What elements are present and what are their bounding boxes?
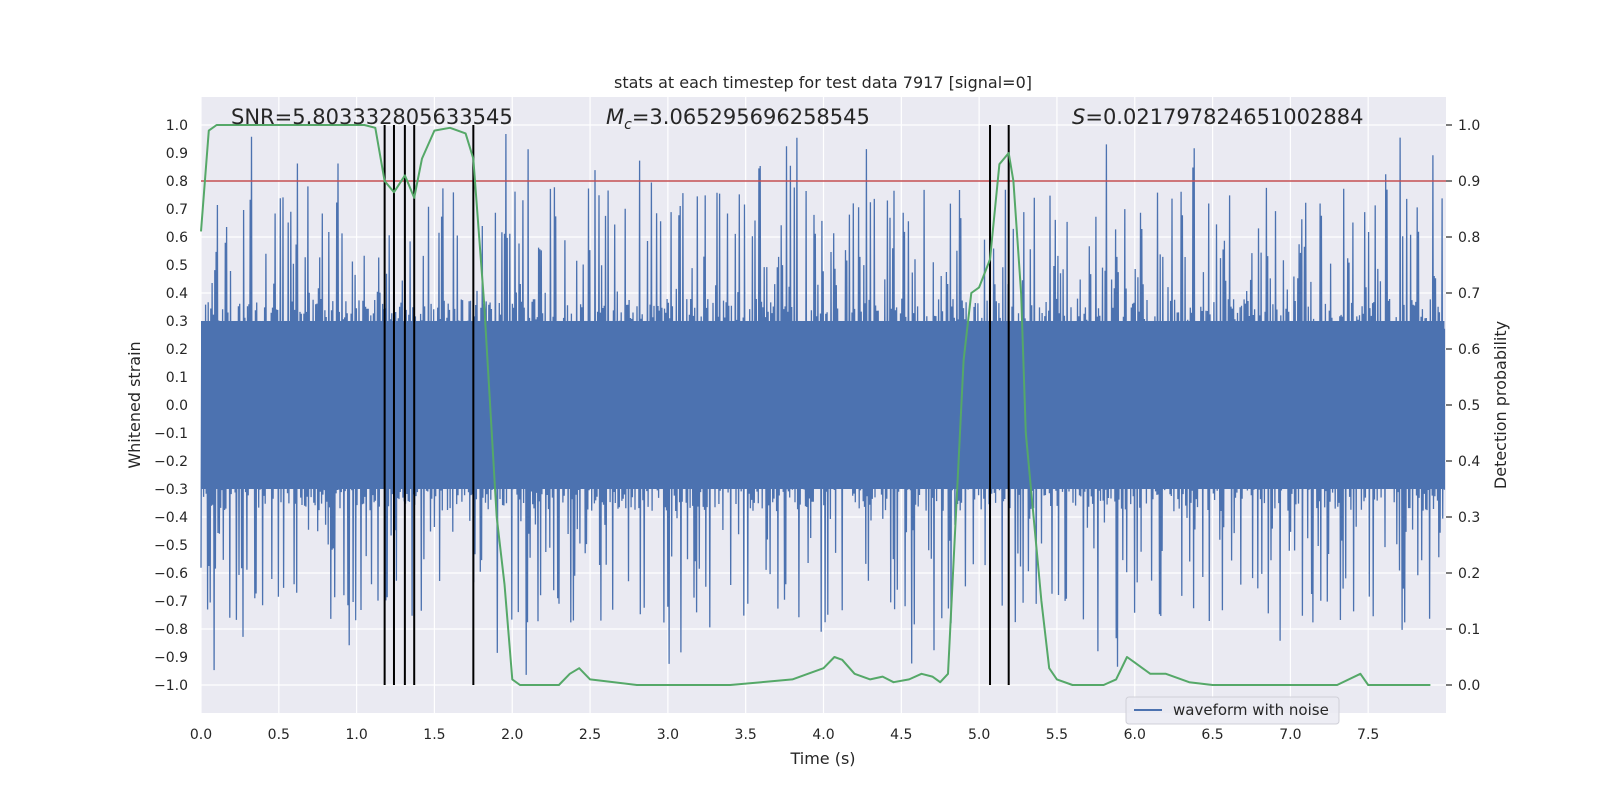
x-tick-label: 7.0 bbox=[1279, 727, 1301, 743]
y-left-tick-label: −0.2 bbox=[154, 454, 188, 470]
y-right-tick-label: 1.0 bbox=[1458, 118, 1480, 134]
y-left-tick-label: 0.1 bbox=[166, 370, 188, 386]
x-tick-label: 3.5 bbox=[735, 727, 757, 743]
x-tick-label: 1.5 bbox=[423, 727, 445, 743]
y-left-ticks: 1.0 0.9 0.8 0.7 0.6 0.5 0.4 0.3 0.2 0.1 0.0 −0.1 −0.… bbox=[154, 118, 188, 694]
y-left-tick-label: 0.8 bbox=[166, 174, 188, 190]
x-tick-label: 2.5 bbox=[579, 727, 601, 743]
y-left-tick-label: −0.9 bbox=[154, 650, 188, 666]
y-left-tick-label: 0.5 bbox=[166, 258, 188, 274]
trigger-lines bbox=[383, 125, 1010, 685]
chart-title: stats at each timestep for test data 791… bbox=[614, 73, 1032, 92]
y-left-tick-label: 0.9 bbox=[166, 146, 188, 162]
y-right-tick-label: 0.5 bbox=[1458, 398, 1480, 414]
x-tick-label: 5.0 bbox=[968, 727, 990, 743]
y-right-tick-label: 0.1 bbox=[1458, 622, 1480, 638]
y-left-tick-label: 0.2 bbox=[166, 342, 188, 358]
x-ticks: 0.0 0.5 1.0 1.5 2.0 2.5 3.0 3.5 4.0 4.5 5.0 5.5 6.0 6… bbox=[190, 727, 1379, 743]
y-left-tick-label: 1.0 bbox=[166, 118, 188, 134]
noise-series bbox=[200, 133, 1446, 675]
y-left-tick-label: 0.3 bbox=[166, 314, 188, 330]
x-axis-title: Time (s) bbox=[789, 749, 855, 768]
s-value: =0.021797824651002884 bbox=[1085, 105, 1363, 129]
x-tick-label: 4.0 bbox=[812, 727, 834, 743]
y-right-tick-label: 0.8 bbox=[1458, 230, 1480, 246]
x-tick-label: 0.5 bbox=[268, 727, 290, 743]
y-left-tick-label: −0.6 bbox=[154, 566, 188, 582]
y-left-tick-label: −1.0 bbox=[154, 678, 188, 694]
y-right-axis-title: Detection probability bbox=[1491, 321, 1510, 489]
noise-core-band bbox=[201, 321, 1445, 489]
y-left-tick-label: −0.5 bbox=[154, 538, 188, 554]
y-left-tick-label: −0.1 bbox=[154, 426, 188, 442]
s-annotation: S=0.021797824651002884 bbox=[1072, 105, 1363, 129]
y-left-axis-title: Whitened strain bbox=[125, 341, 144, 468]
y-right-tick-label: 0.2 bbox=[1458, 566, 1480, 582]
y-right-tick-label: 0.9 bbox=[1458, 174, 1480, 190]
x-tick-label: 1.0 bbox=[345, 727, 367, 743]
y-right-tick-label: 0.0 bbox=[1458, 678, 1480, 694]
y-left-tick-label: 0.4 bbox=[166, 286, 188, 302]
mc-value: =3.065295696258545 bbox=[632, 105, 870, 129]
chirp-mass-annotation: Mc=3.065295696258545 bbox=[606, 105, 870, 133]
legend-label: waveform with noise bbox=[1173, 701, 1329, 719]
y-right-tick-label: 0.7 bbox=[1458, 286, 1480, 302]
y-right-tick-label: 0.4 bbox=[1458, 454, 1480, 470]
y-left-tick-label: 0.0 bbox=[166, 398, 188, 414]
x-tick-label: 0.0 bbox=[190, 727, 212, 743]
y-left-tick-label: −0.4 bbox=[154, 510, 188, 526]
legend: waveform with noise bbox=[1125, 696, 1340, 725]
x-tick-label: 6.0 bbox=[1124, 727, 1146, 743]
x-tick-label: 2.0 bbox=[501, 727, 523, 743]
y-left-tick-label: −0.8 bbox=[154, 622, 188, 638]
mc-symbol: M bbox=[606, 105, 624, 129]
snr-annotation: SNR=5.803332805633545 bbox=[231, 105, 513, 129]
x-tick-label: 5.5 bbox=[1046, 727, 1068, 743]
y-right-tick-label: 0.3 bbox=[1458, 510, 1480, 526]
y-left-tick-label: −0.3 bbox=[154, 482, 188, 498]
y-left-tick-label: −0.7 bbox=[154, 594, 188, 610]
detection-probability-line bbox=[200, 124, 1431, 686]
x-tick-label: 3.0 bbox=[657, 727, 679, 743]
s-symbol: S bbox=[1072, 105, 1085, 129]
x-tick-label: 4.5 bbox=[890, 727, 912, 743]
x-tick-label: 7.5 bbox=[1357, 727, 1379, 743]
y-left-tick-label: 0.6 bbox=[166, 230, 188, 246]
y-left-tick-label: 0.7 bbox=[166, 202, 188, 218]
mc-subscript: c bbox=[624, 117, 632, 133]
legend-box bbox=[1125, 696, 1340, 725]
y-right-ticks: 1.0 0.9 0.8 0.7 0.6 0.5 0.4 0.3 0.2 0.1 0.0 bbox=[1446, 118, 1480, 694]
y-right-tick-label: 0.6 bbox=[1458, 342, 1480, 358]
x-tick-label: 6.5 bbox=[1201, 727, 1223, 743]
